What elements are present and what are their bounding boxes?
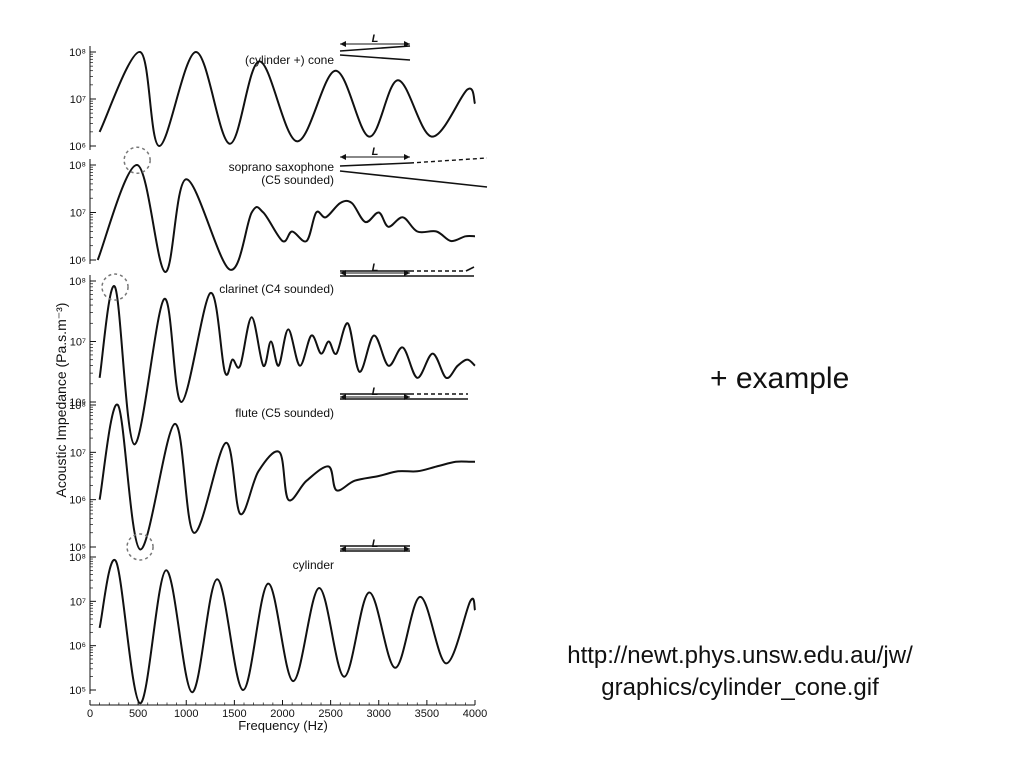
arrow-head-right-icon (404, 41, 410, 47)
y-tick-label: 10⁶ (69, 495, 86, 507)
bore-wall-bottom (339, 170, 488, 188)
panel-label: clarinet (C4 sounded) (219, 282, 334, 296)
x-tick-label: 0 (87, 708, 93, 720)
panel-label: (cylinder +) cone (245, 53, 334, 67)
arrow-head-left-icon (340, 41, 346, 47)
x-tick-label: 4000 (463, 708, 487, 720)
arrow-head-right-icon (404, 154, 410, 160)
x-tick-label: 500 (129, 708, 147, 720)
panel-0: 10⁸ 10⁷ 10⁶ (cylinder +) cone L (69, 33, 476, 153)
y-tick-label: 10⁷ (70, 337, 86, 349)
y-tick-label: 10⁶ (69, 255, 86, 267)
y-tick-label: 10⁷ (70, 208, 86, 220)
y-tick-label: 10⁶ (69, 641, 86, 653)
arrow-head-left-icon (340, 154, 346, 160)
x-axis: 0 500 1000 1500 2000 2500 3000 3500 4000 (87, 700, 487, 720)
x-tick-label: 3000 (367, 708, 391, 720)
impedance-curve (98, 50, 476, 147)
x-tick-label: 2500 (318, 708, 342, 720)
panel-label: flute (C5 sounded) (235, 406, 334, 420)
y-tick-label: 10⁵ (69, 685, 86, 697)
panel-label: (C5 sounded) (261, 173, 334, 187)
source-url: http://newt.phys.unsw.edu.au/jw/ graphic… (520, 640, 960, 704)
length-label: L (372, 262, 379, 274)
impedance-curve (98, 403, 475, 551)
impedance-curve (98, 558, 476, 705)
impedance-figure: Acoustic Impedance (Pa.s.m⁻³) Frequency … (53, 33, 487, 733)
source-url-line-2: graphics/cylinder_cone.gif (601, 674, 879, 701)
y-tick-label: 10⁷ (70, 447, 86, 459)
y-tick-label: 10⁸ (69, 552, 86, 564)
panel-label: cylinder (293, 558, 334, 572)
panel-2: 10⁸ 10⁷ 10⁶ clarinet (C4 sounded) L (69, 262, 476, 446)
highlight-circle (101, 273, 129, 301)
length-label: L (372, 146, 379, 158)
impedance-curve (98, 285, 476, 446)
x-tick-label: 3500 (415, 708, 439, 720)
source-url-line-1: http://newt.phys.unsw.edu.au/jw/ (567, 642, 913, 669)
highlight-circle (126, 533, 154, 561)
impedance-curve (96, 164, 476, 273)
length-label: L (372, 33, 379, 45)
bell-flare (465, 266, 475, 272)
bore-wall-top (339, 162, 411, 167)
y-tick-label: 10⁵ (69, 542, 86, 554)
length-label: L (372, 386, 379, 398)
bore-extension-top (409, 157, 488, 164)
y-tick-label: 10⁶ (69, 397, 86, 409)
y-tick-label: 10⁸ (69, 47, 86, 59)
bore-wall-bottom (339, 54, 411, 61)
y-axis-label: Acoustic Impedance (Pa.s.m⁻³) (53, 303, 69, 498)
y-tick-label: 10⁸ (69, 160, 86, 172)
example-text: + example (710, 362, 850, 395)
y-tick-label: 10⁷ (70, 596, 86, 608)
y-tick-label: 10⁸ (69, 276, 86, 288)
x-tick-label: 1000 (174, 708, 198, 720)
x-tick-label: 2000 (270, 708, 294, 720)
bore-wall-top (339, 45, 411, 52)
length-label: L (372, 538, 379, 550)
y-tick-label: 10⁸ (69, 400, 86, 412)
x-axis-label: Frequency (Hz) (238, 718, 328, 733)
panel-3: 10⁸ 10⁷ 10⁶ 10⁵ flute (C5 sounded) L (69, 386, 475, 561)
y-tick-label: 10⁶ (69, 141, 86, 153)
y-tick-label: 10⁷ (70, 94, 86, 106)
panel-label: soprano saxophone (229, 160, 335, 174)
panel-1: 10⁸ 10⁷ 10⁶ soprano saxophone(C5 sounded) L (69, 146, 488, 273)
panel-4: 10⁸ 10⁷ 10⁶ 10⁵ cylinder L (69, 538, 476, 705)
chart-panels: 10⁸ 10⁷ 10⁶ (cylinder +) cone L 10⁸ 10⁷ 10⁶ sopr… (69, 33, 487, 720)
highlight-circle (123, 146, 151, 174)
x-tick-label: 1500 (222, 708, 246, 720)
